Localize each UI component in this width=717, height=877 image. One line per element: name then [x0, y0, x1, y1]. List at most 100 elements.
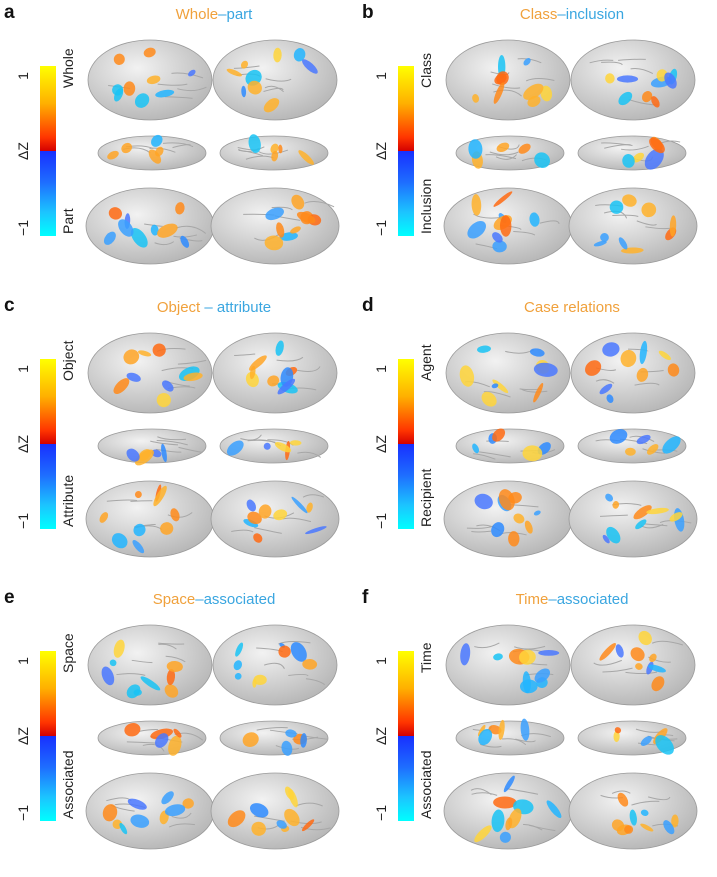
warm-activation-blob — [493, 82, 505, 104]
warm-activation-blob — [138, 350, 152, 357]
sulcus-line — [139, 729, 159, 732]
title-separator: – — [557, 6, 566, 23]
warm-activation-blob — [289, 440, 302, 446]
colorbar-label-bottom: Associated — [418, 750, 434, 819]
title-separator: – — [548, 591, 557, 608]
warm-activation-blob — [99, 512, 109, 523]
warm-activation-blob — [253, 533, 263, 543]
sulcus-line — [131, 659, 153, 664]
warm-activation-blob — [245, 371, 259, 388]
sulcus-line — [165, 655, 186, 663]
cool-activation-blob — [609, 429, 628, 444]
colorbar-bottom-tick: −1 — [15, 220, 31, 236]
colorbar-top-tick: 1 — [373, 657, 389, 665]
cool-activation-blob — [593, 240, 607, 247]
warm-activation-blob — [173, 728, 182, 738]
sulcus-line — [304, 201, 335, 208]
sulcus-line — [234, 353, 256, 357]
warm-activation-blob — [134, 491, 142, 498]
warm-activation-blob — [302, 658, 318, 670]
warm-activation-blob — [492, 379, 509, 394]
sulcus-line — [473, 453, 496, 460]
sulcus-line — [155, 448, 182, 453]
colorbar — [398, 651, 414, 821]
cool-activation-blob — [233, 660, 243, 671]
sulcus-line — [539, 220, 560, 225]
panel-title: Object – attribute — [70, 299, 358, 316]
sulcus-line — [631, 800, 660, 806]
title-cool: attribute — [216, 299, 272, 316]
title-cool: inclusion — [565, 6, 625, 23]
cool-activation-blob — [460, 643, 471, 666]
ventral-right-view — [219, 428, 329, 464]
sulcus-line — [254, 527, 282, 534]
sulcus-line — [171, 812, 192, 819]
warm-activation-blob — [519, 649, 536, 665]
colorbar-bottom-tick: −1 — [15, 805, 31, 821]
cool-activation-blob — [468, 139, 483, 159]
cool-activation-blob — [474, 493, 493, 510]
cool-activation-blob — [246, 499, 256, 512]
colorbar-top-tick: 1 — [15, 365, 31, 373]
warm-activation-blob — [658, 350, 671, 361]
title-cool: associated — [556, 591, 629, 608]
warm-activation-blob — [107, 150, 119, 160]
sulcus-line — [513, 230, 536, 236]
cool-activation-blob — [305, 526, 327, 535]
warm-activation-blob — [296, 211, 316, 224]
warm-activation-blob — [290, 226, 301, 234]
cool-activation-blob — [248, 134, 261, 153]
cool-activation-blob — [126, 372, 141, 382]
sulcus-line — [625, 671, 658, 675]
colorbar-bottom-tick: −1 — [373, 805, 389, 821]
medial-right-view — [210, 187, 340, 265]
warm-activation-blob — [160, 522, 174, 535]
cool-activation-blob — [533, 510, 541, 516]
medial-right-view — [568, 480, 698, 558]
panel-title: Time–associated — [428, 591, 716, 608]
cool-activation-blob — [493, 653, 503, 661]
warm-activation-blob — [253, 674, 267, 685]
sulcus-line — [172, 144, 191, 149]
warm-activation-blob — [156, 393, 171, 408]
warm-activation-blob — [641, 202, 657, 218]
cool-activation-blob — [234, 672, 242, 680]
warm-activation-blob — [273, 47, 282, 63]
lateral-right-view — [212, 332, 338, 414]
cool-activation-blob — [600, 233, 609, 242]
sulcus-line — [171, 72, 204, 79]
warm-activation-blob — [471, 194, 482, 216]
warm-activation-blob — [146, 75, 161, 85]
warm-activation-blob — [247, 80, 262, 95]
warm-activation-blob — [669, 215, 677, 237]
lateral-right-view — [570, 624, 696, 706]
sulcus-line — [168, 823, 195, 828]
cool-activation-blob — [663, 820, 675, 835]
colorbar-top-tick: 1 — [373, 365, 389, 373]
warm-activation-blob — [669, 512, 683, 522]
warm-activation-blob — [166, 660, 183, 673]
warm-activation-blob — [523, 83, 544, 100]
sulcus-line — [256, 727, 288, 731]
warm-activation-blob — [620, 349, 637, 368]
cool-activation-blob — [529, 212, 540, 227]
sulcus-line — [474, 642, 500, 649]
colorbar-axis-label: ΔZ — [15, 435, 31, 453]
cool-activation-blob — [290, 642, 307, 662]
colorbar-label-top: Whole — [60, 48, 76, 88]
cool-activation-blob — [127, 798, 147, 810]
cool-activation-blob — [101, 666, 115, 686]
sulcus-line — [247, 439, 276, 443]
warm-activation-blob — [614, 727, 622, 734]
colorbar-label-top: Object — [60, 340, 76, 381]
sulcus-line — [634, 382, 660, 386]
cool-activation-blob — [279, 232, 298, 241]
colorbar-label-bottom: Associated — [60, 750, 76, 819]
warm-activation-blob — [121, 142, 133, 154]
sulcus-line — [602, 667, 633, 673]
colorbar — [40, 359, 56, 529]
warm-activation-blob — [540, 85, 553, 102]
sulcus-line — [130, 500, 153, 502]
sulcus-line — [471, 530, 492, 533]
cool-activation-blob — [111, 533, 128, 549]
